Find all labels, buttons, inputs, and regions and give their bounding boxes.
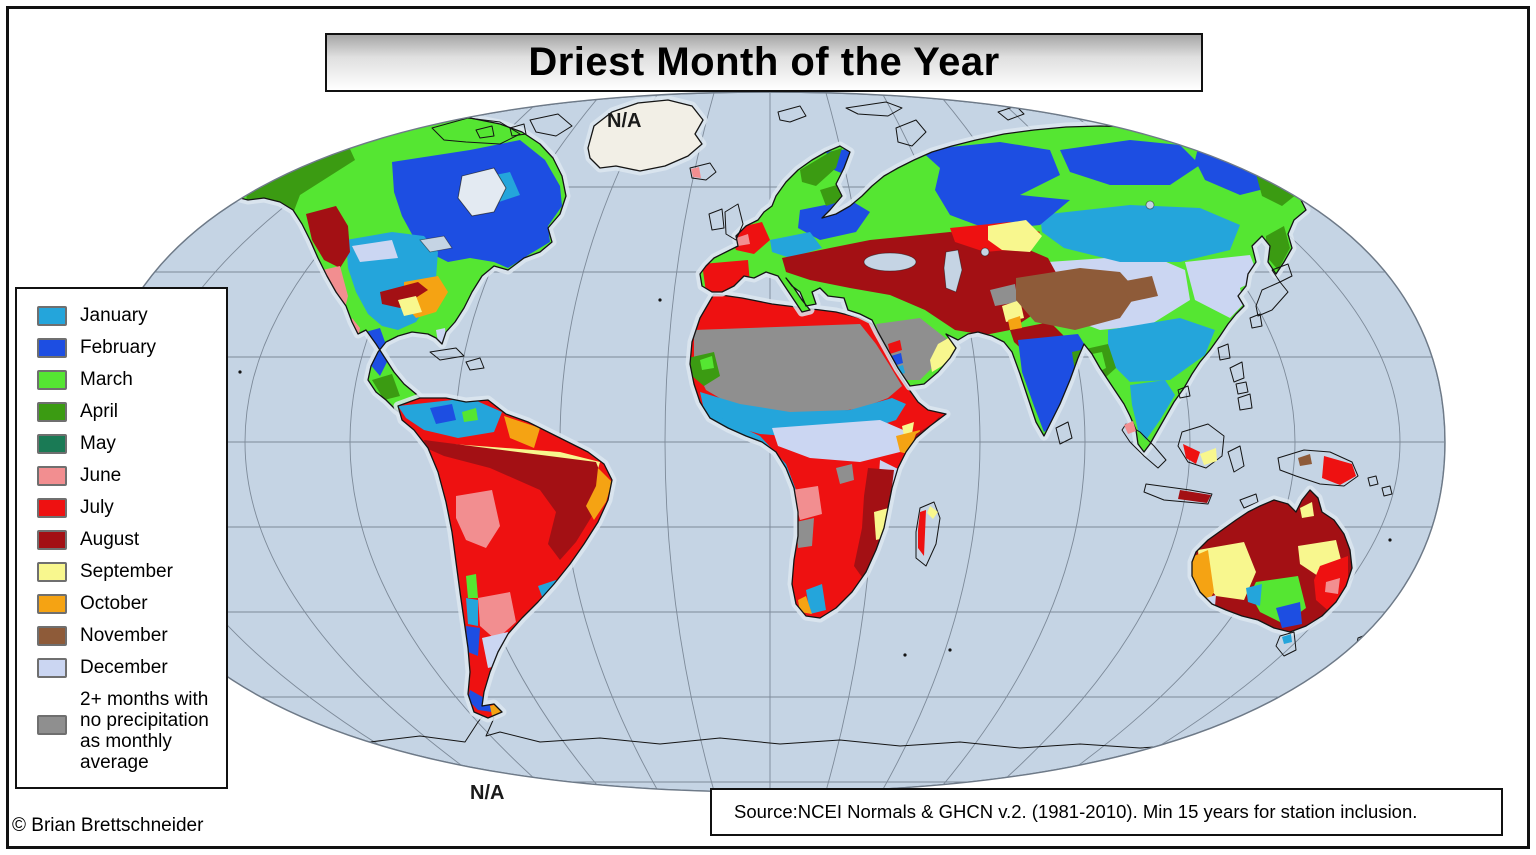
greenland-na-label: N/A xyxy=(607,110,642,132)
copyright: © Brian Brettschneider xyxy=(12,815,204,836)
legend-item: 2+ months with no precipitation as month… xyxy=(37,689,226,773)
legend-item: October xyxy=(37,593,226,614)
legend-swatch xyxy=(37,337,67,358)
legend-swatch xyxy=(37,369,67,390)
legend-item: July xyxy=(37,497,226,518)
ireland xyxy=(708,208,725,231)
greenland xyxy=(588,100,717,181)
source-note-box: Source:NCEI Normals & GHCN v.2. (1981-20… xyxy=(710,788,1503,836)
source-note: Source:NCEI Normals & GHCN v.2. (1981-20… xyxy=(734,801,1418,822)
legend-item: January xyxy=(37,305,226,326)
map-interior xyxy=(95,92,1445,792)
legend-label: March xyxy=(80,369,133,390)
madagascar xyxy=(915,501,941,567)
legend-swatch xyxy=(37,715,67,735)
legend-item: February xyxy=(37,337,226,358)
borneo xyxy=(1177,423,1225,469)
legend-item: December xyxy=(37,657,226,678)
legend-swatch xyxy=(37,305,67,326)
legend-label: October xyxy=(80,593,148,614)
legend-label: May xyxy=(80,433,116,454)
hudson-bay xyxy=(457,167,507,217)
legend-label: July xyxy=(80,497,114,518)
hainan xyxy=(1177,385,1191,399)
great-britain xyxy=(724,203,744,241)
legend-item: April xyxy=(37,401,226,422)
legend-label: December xyxy=(80,657,168,678)
luzon xyxy=(1229,361,1245,383)
legend-label: November xyxy=(80,625,168,646)
new-guinea xyxy=(1277,449,1359,487)
legend-swatch xyxy=(37,593,67,614)
continent-australia xyxy=(1182,490,1421,659)
mindanao xyxy=(1237,393,1253,411)
sulawesi xyxy=(1227,445,1245,473)
legend-swatch xyxy=(37,657,67,678)
legend-label: January xyxy=(80,305,148,326)
black-sea xyxy=(863,252,917,272)
legend-label: August xyxy=(80,529,140,550)
legend-label: June xyxy=(80,465,122,486)
legend-swatch xyxy=(37,561,67,582)
legend-swatch xyxy=(37,529,67,550)
taiwan xyxy=(1217,343,1231,361)
legend-label: April xyxy=(80,401,119,422)
continent-south-america xyxy=(398,398,612,718)
legend-label: February xyxy=(80,337,157,358)
legend-swatch xyxy=(37,401,67,422)
sri-lanka xyxy=(1055,421,1073,445)
svalbard xyxy=(777,105,807,123)
aral-sea xyxy=(980,247,990,257)
tasmania xyxy=(1275,631,1297,657)
legend-item: May xyxy=(37,433,226,454)
legend-swatch xyxy=(37,465,67,486)
novaya-zemlya xyxy=(895,119,927,147)
southeast-asia-islands xyxy=(1121,361,1393,509)
legend-item: November xyxy=(37,625,226,646)
antarctica-na-label: N/A xyxy=(470,782,505,804)
iceland xyxy=(689,162,717,181)
caspian-sea xyxy=(943,249,963,293)
legend-items: January February March April May June July Augu… xyxy=(37,305,226,773)
legend-label: September xyxy=(80,561,173,582)
japan xyxy=(1249,263,1293,329)
legend-item: August xyxy=(37,529,226,550)
continent-eurasia xyxy=(700,101,1312,452)
java xyxy=(1143,483,1213,505)
great-lakes xyxy=(419,235,453,253)
legend-item: September xyxy=(37,561,226,582)
legend-label: 2+ months with no precipitation as month… xyxy=(80,689,209,773)
legend: January February March April May June July Augu… xyxy=(15,287,228,789)
lake-baikal xyxy=(1145,200,1155,210)
legend-swatch xyxy=(37,625,67,646)
sumatra xyxy=(1121,421,1167,469)
title-box: Driest Month of the Year xyxy=(325,33,1203,92)
legend-swatch xyxy=(37,433,67,454)
legend-item: March xyxy=(37,369,226,390)
legend-item: June xyxy=(37,465,226,486)
legend-swatch xyxy=(37,497,67,518)
page-title: Driest Month of the Year xyxy=(528,40,1000,84)
